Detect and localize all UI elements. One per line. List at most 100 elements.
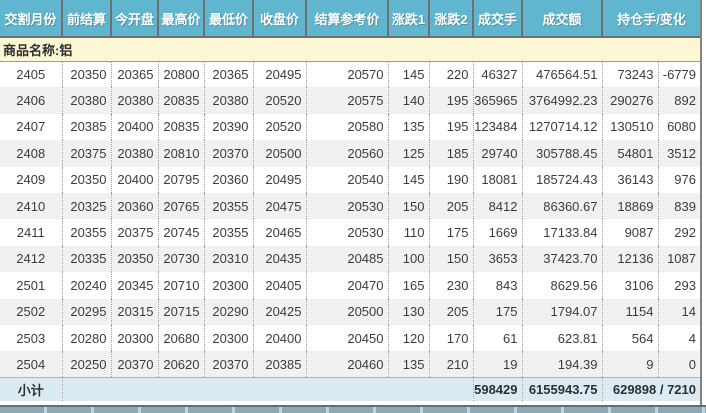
cell: 20380 xyxy=(111,140,159,167)
cell: 20390 xyxy=(204,113,254,141)
cell: 20290 xyxy=(204,298,254,325)
cell: 20520 xyxy=(253,87,307,114)
table-row[interactable]: 2412 20335 20350 20730 20310 20435 20485 100 150… xyxy=(0,245,700,273)
cell: 1154 xyxy=(602,298,659,325)
cell: 290276 xyxy=(602,87,659,114)
cell: 19 xyxy=(473,351,523,378)
cell: 194.39 xyxy=(522,351,603,378)
cell: 36143 xyxy=(602,166,659,193)
cell: 205 xyxy=(429,192,474,220)
cell: 125 xyxy=(388,140,430,167)
cell: 20495 xyxy=(253,61,307,88)
cell: 18869 xyxy=(602,192,659,220)
cell: 37423.70 xyxy=(522,245,603,273)
cell: 20710 xyxy=(158,272,205,299)
cell: 20335 xyxy=(62,245,112,273)
cell: 305788.45 xyxy=(522,140,603,167)
horizontal-scrollbar[interactable] xyxy=(0,405,706,413)
header-row: 交割月份 前结算 今开盘 最高价 最低价 收盘价 结算参考价 涨跌1 涨跌2 成… xyxy=(0,0,700,38)
cell: 120 xyxy=(388,324,430,352)
cell: 20810 xyxy=(158,140,205,167)
cell: 20300 xyxy=(111,324,159,352)
cell-delivery-month: 2410 xyxy=(0,192,63,220)
cell: 20325 xyxy=(62,192,112,220)
cell: 185724.43 xyxy=(522,166,603,193)
cell: 20450 xyxy=(306,324,389,352)
cell: 623.81 xyxy=(522,324,603,352)
cell: 20355 xyxy=(204,219,254,246)
cell: 20500 xyxy=(253,140,307,167)
cell: 20295 xyxy=(62,298,112,325)
table-row[interactable]: 2405 20350 20365 20800 20365 20495 20570 145 220… xyxy=(0,61,700,88)
cell-delivery-month: 2412 xyxy=(0,245,63,273)
table-row[interactable]: 2501 20240 20345 20710 20300 20405 20470 165 230… xyxy=(0,272,700,299)
cell: 18081 xyxy=(473,166,523,193)
cell: 20570 xyxy=(306,61,389,88)
cell: 892 xyxy=(658,87,700,114)
cell: 20370 xyxy=(204,140,254,167)
cell: 123484 xyxy=(473,113,523,141)
cell: 839 xyxy=(658,192,700,220)
cell: 130 xyxy=(388,298,430,325)
cell: 976 xyxy=(658,166,700,193)
cell: 20400 xyxy=(111,166,159,193)
cell: 20495 xyxy=(253,166,307,193)
cell: 20730 xyxy=(158,245,205,273)
cell: 20350 xyxy=(62,61,112,88)
table-row[interactable]: 2406 20380 20380 20835 20380 20520 20575 140 195… xyxy=(0,87,700,114)
cell: 20365 xyxy=(111,61,159,88)
cell: 61 xyxy=(473,324,523,352)
cell: 20365 xyxy=(204,61,254,88)
cell: 20745 xyxy=(158,219,205,246)
table-row[interactable]: 2410 20325 20360 20765 20355 20475 20530 150 205… xyxy=(0,192,700,220)
cell: 20370 xyxy=(111,351,159,378)
cell: 170 xyxy=(429,324,474,352)
col-header-prev-settlement: 前结算 xyxy=(61,0,111,38)
cell-delivery-month: 2504 xyxy=(0,351,63,378)
subtotal-turnover: 6155943.75 xyxy=(522,377,603,401)
table-row[interactable]: 2502 20295 20315 20715 20290 20425 20500 130 205… xyxy=(0,298,700,325)
cell: 20520 xyxy=(253,113,307,141)
data-rows: 2405 20350 20365 20800 20365 20495 20570 145 220… xyxy=(0,61,700,378)
cell: 20500 xyxy=(306,298,389,325)
cell: 8412 xyxy=(473,192,523,220)
cell: 210 xyxy=(429,351,474,378)
cell: 20530 xyxy=(306,219,389,246)
table-row[interactable]: 2504 20250 20370 20620 20370 20385 20460 135 210… xyxy=(0,351,700,378)
table-row[interactable]: 2409 20350 20400 20795 20360 20495 20540 145 190… xyxy=(0,166,700,193)
cell: 20385 xyxy=(62,113,112,141)
cell: 190 xyxy=(429,166,474,193)
col-header-open-interest-change: 持仓手/变化 xyxy=(601,0,700,38)
cell: 1087 xyxy=(658,245,700,273)
cell: 185 xyxy=(429,140,474,167)
table-row[interactable]: 2408 20375 20380 20810 20370 20500 20560 125 185… xyxy=(0,140,700,167)
col-header-volume: 成交手 xyxy=(472,0,522,38)
cell: 6080 xyxy=(658,113,700,141)
cell-delivery-month: 2501 xyxy=(0,272,63,299)
cell: 20380 xyxy=(111,87,159,114)
col-header-low: 最低价 xyxy=(203,0,253,38)
cell: 1794.07 xyxy=(522,298,603,325)
cell: 150 xyxy=(388,192,430,220)
cell: 54801 xyxy=(602,140,659,167)
cell: 0 xyxy=(658,351,700,378)
cell: 843 xyxy=(473,272,523,299)
cell: -6779 xyxy=(658,61,700,88)
table-row[interactable]: 2407 20385 20400 20835 20390 20520 20580 135 195… xyxy=(0,113,700,141)
cell-delivery-month: 2502 xyxy=(0,298,63,325)
cell-delivery-month: 2407 xyxy=(0,113,63,141)
cell: 230 xyxy=(429,272,474,299)
cell: 3764992.23 xyxy=(522,87,603,114)
col-header-high: 最高价 xyxy=(157,0,204,38)
cell: 165 xyxy=(388,272,430,299)
table-row[interactable]: 2411 20355 20375 20745 20355 20465 20530 110 175… xyxy=(0,219,700,246)
product-name-row: 商品名称:铝 xyxy=(0,37,700,62)
cell: 20680 xyxy=(158,324,205,352)
cell: 20280 xyxy=(62,324,112,352)
table-row[interactable]: 2503 20280 20300 20680 20300 20400 20450 120 170… xyxy=(0,324,700,352)
cell: 20350 xyxy=(62,166,112,193)
cell: 220 xyxy=(429,61,474,88)
product-name-label: 商品名称:铝 xyxy=(0,37,700,62)
cell-delivery-month: 2503 xyxy=(0,324,63,352)
